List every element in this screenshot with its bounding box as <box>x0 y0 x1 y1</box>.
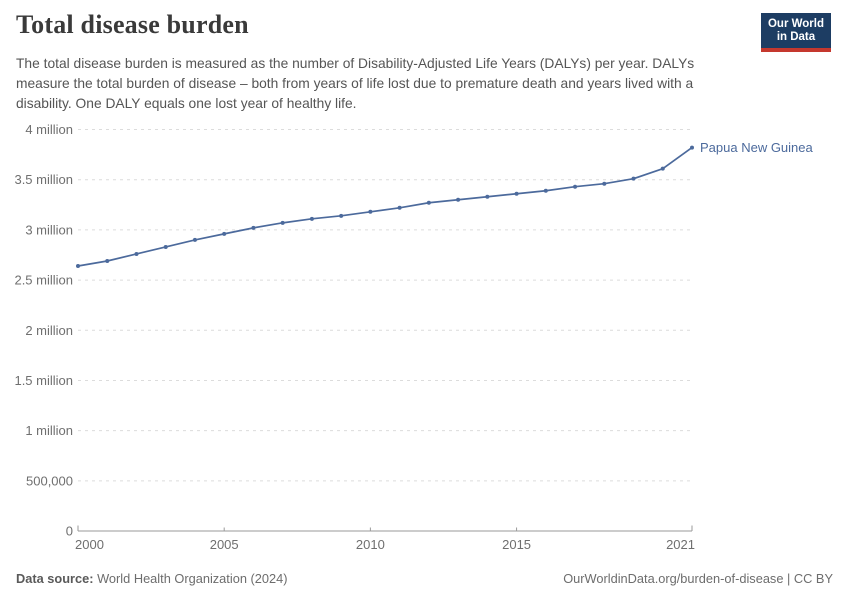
entity-label[interactable]: Papua New Guinea <box>700 140 814 155</box>
data-point[interactable] <box>76 264 80 269</box>
data-source-value: World Health Organization (2024) <box>93 571 288 586</box>
page-title: Total disease burden <box>16 10 249 39</box>
data-point[interactable] <box>222 231 227 236</box>
data-point[interactable] <box>660 166 665 171</box>
data-point[interactable] <box>514 191 519 196</box>
y-tick-label: 2 million <box>25 323 73 338</box>
data-point[interactable] <box>163 244 168 249</box>
data-point[interactable] <box>456 197 461 202</box>
x-tick-label: 2021 <box>666 537 695 552</box>
data-point[interactable] <box>690 145 694 150</box>
data-point[interactable] <box>134 251 139 256</box>
data-source: Data source: World Health Organization (… <box>16 571 287 586</box>
data-point[interactable] <box>251 225 256 230</box>
y-tick-label: 4 million <box>25 122 73 137</box>
x-tick-label: 2010 <box>356 537 385 552</box>
x-tick-label: 2015 <box>502 537 531 552</box>
y-tick-label: 3 million <box>25 222 73 237</box>
attribution-link[interactable]: OurWorldinData.org/burden-of-disease | C… <box>563 571 833 586</box>
owid-logo-text-line2: in Data <box>776 31 816 44</box>
data-point[interactable] <box>602 181 607 186</box>
data-point[interactable] <box>543 188 548 193</box>
data-point[interactable] <box>485 194 490 199</box>
data-point[interactable] <box>573 184 578 189</box>
data-point[interactable] <box>397 205 402 210</box>
series-line-papua-new-guinea[interactable] <box>77 146 693 267</box>
data-point[interactable] <box>631 176 636 181</box>
y-tick-label: 2.5 million <box>14 273 73 288</box>
owid-logo-text-line1: Our World <box>767 18 824 30</box>
data-source-label: Data source: <box>16 571 94 586</box>
line-chart[interactable]: 0 500,000 1 million 1.5 million 2 million 2.5… <box>0 112 850 562</box>
y-tick-label: 0 <box>66 524 73 539</box>
chart-footer: Data source: World Health Organization (… <box>16 571 833 586</box>
data-point[interactable] <box>280 220 285 225</box>
data-point[interactable] <box>368 209 373 214</box>
x-tick-label: 2000 <box>75 537 104 552</box>
y-tick-label: 1.5 million <box>14 373 73 388</box>
data-point[interactable] <box>339 213 344 218</box>
chart-subtitle: The total disease burden is measured as … <box>16 56 695 111</box>
data-point[interactable] <box>192 237 197 242</box>
y-tick-label: 1 million <box>25 423 73 438</box>
data-point[interactable] <box>105 258 110 263</box>
owid-logo[interactable]: Our World in Data <box>760 13 831 53</box>
x-tick-label: 2005 <box>210 537 239 552</box>
data-point[interactable] <box>426 200 431 205</box>
y-tick-label: 3.5 million <box>14 172 73 187</box>
y-tick-label: 500,000 <box>26 473 73 488</box>
data-point[interactable] <box>309 216 314 221</box>
